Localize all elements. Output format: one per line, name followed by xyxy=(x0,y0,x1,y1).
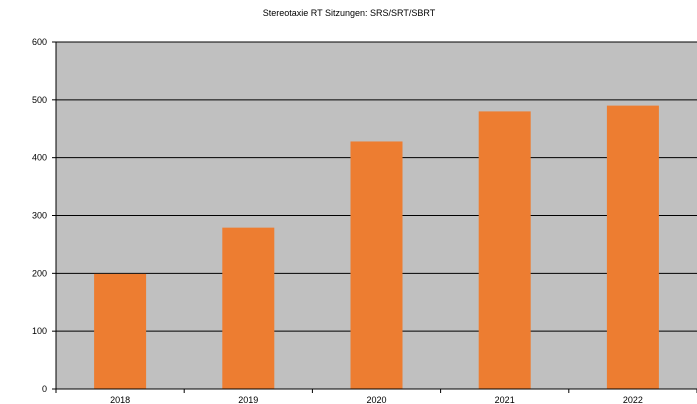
bar-2022 xyxy=(606,105,659,389)
y-tick-label: 0 xyxy=(42,384,47,394)
y-axis-labels: 0 100 200 300 400 500 600 xyxy=(32,37,47,394)
bar-2018 xyxy=(94,273,147,389)
x-tick-label: 2018 xyxy=(110,395,130,404)
bar-2021 xyxy=(478,111,531,390)
y-tick-label: 500 xyxy=(32,95,47,105)
y-tick-label: 200 xyxy=(32,268,47,278)
x-tick-label: 2021 xyxy=(495,395,515,404)
y-tick-label: 600 xyxy=(32,37,47,47)
x-axis-labels: 2018 2019 2020 2021 2022 xyxy=(110,395,643,404)
bar-2020 xyxy=(350,141,403,389)
bar-2019 xyxy=(222,227,275,389)
y-tick-label: 400 xyxy=(32,153,47,163)
y-tick-label: 100 xyxy=(32,326,47,336)
y-tick-label: 300 xyxy=(32,211,47,221)
x-tick-label: 2022 xyxy=(623,395,643,404)
bars xyxy=(94,105,659,390)
x-tick-label: 2020 xyxy=(366,395,386,404)
chart-title: Stereotaxie RT Sitzungen: SRS/SRT/SBRT xyxy=(263,8,436,18)
axes xyxy=(55,42,697,393)
x-tick-label: 2019 xyxy=(238,395,258,404)
